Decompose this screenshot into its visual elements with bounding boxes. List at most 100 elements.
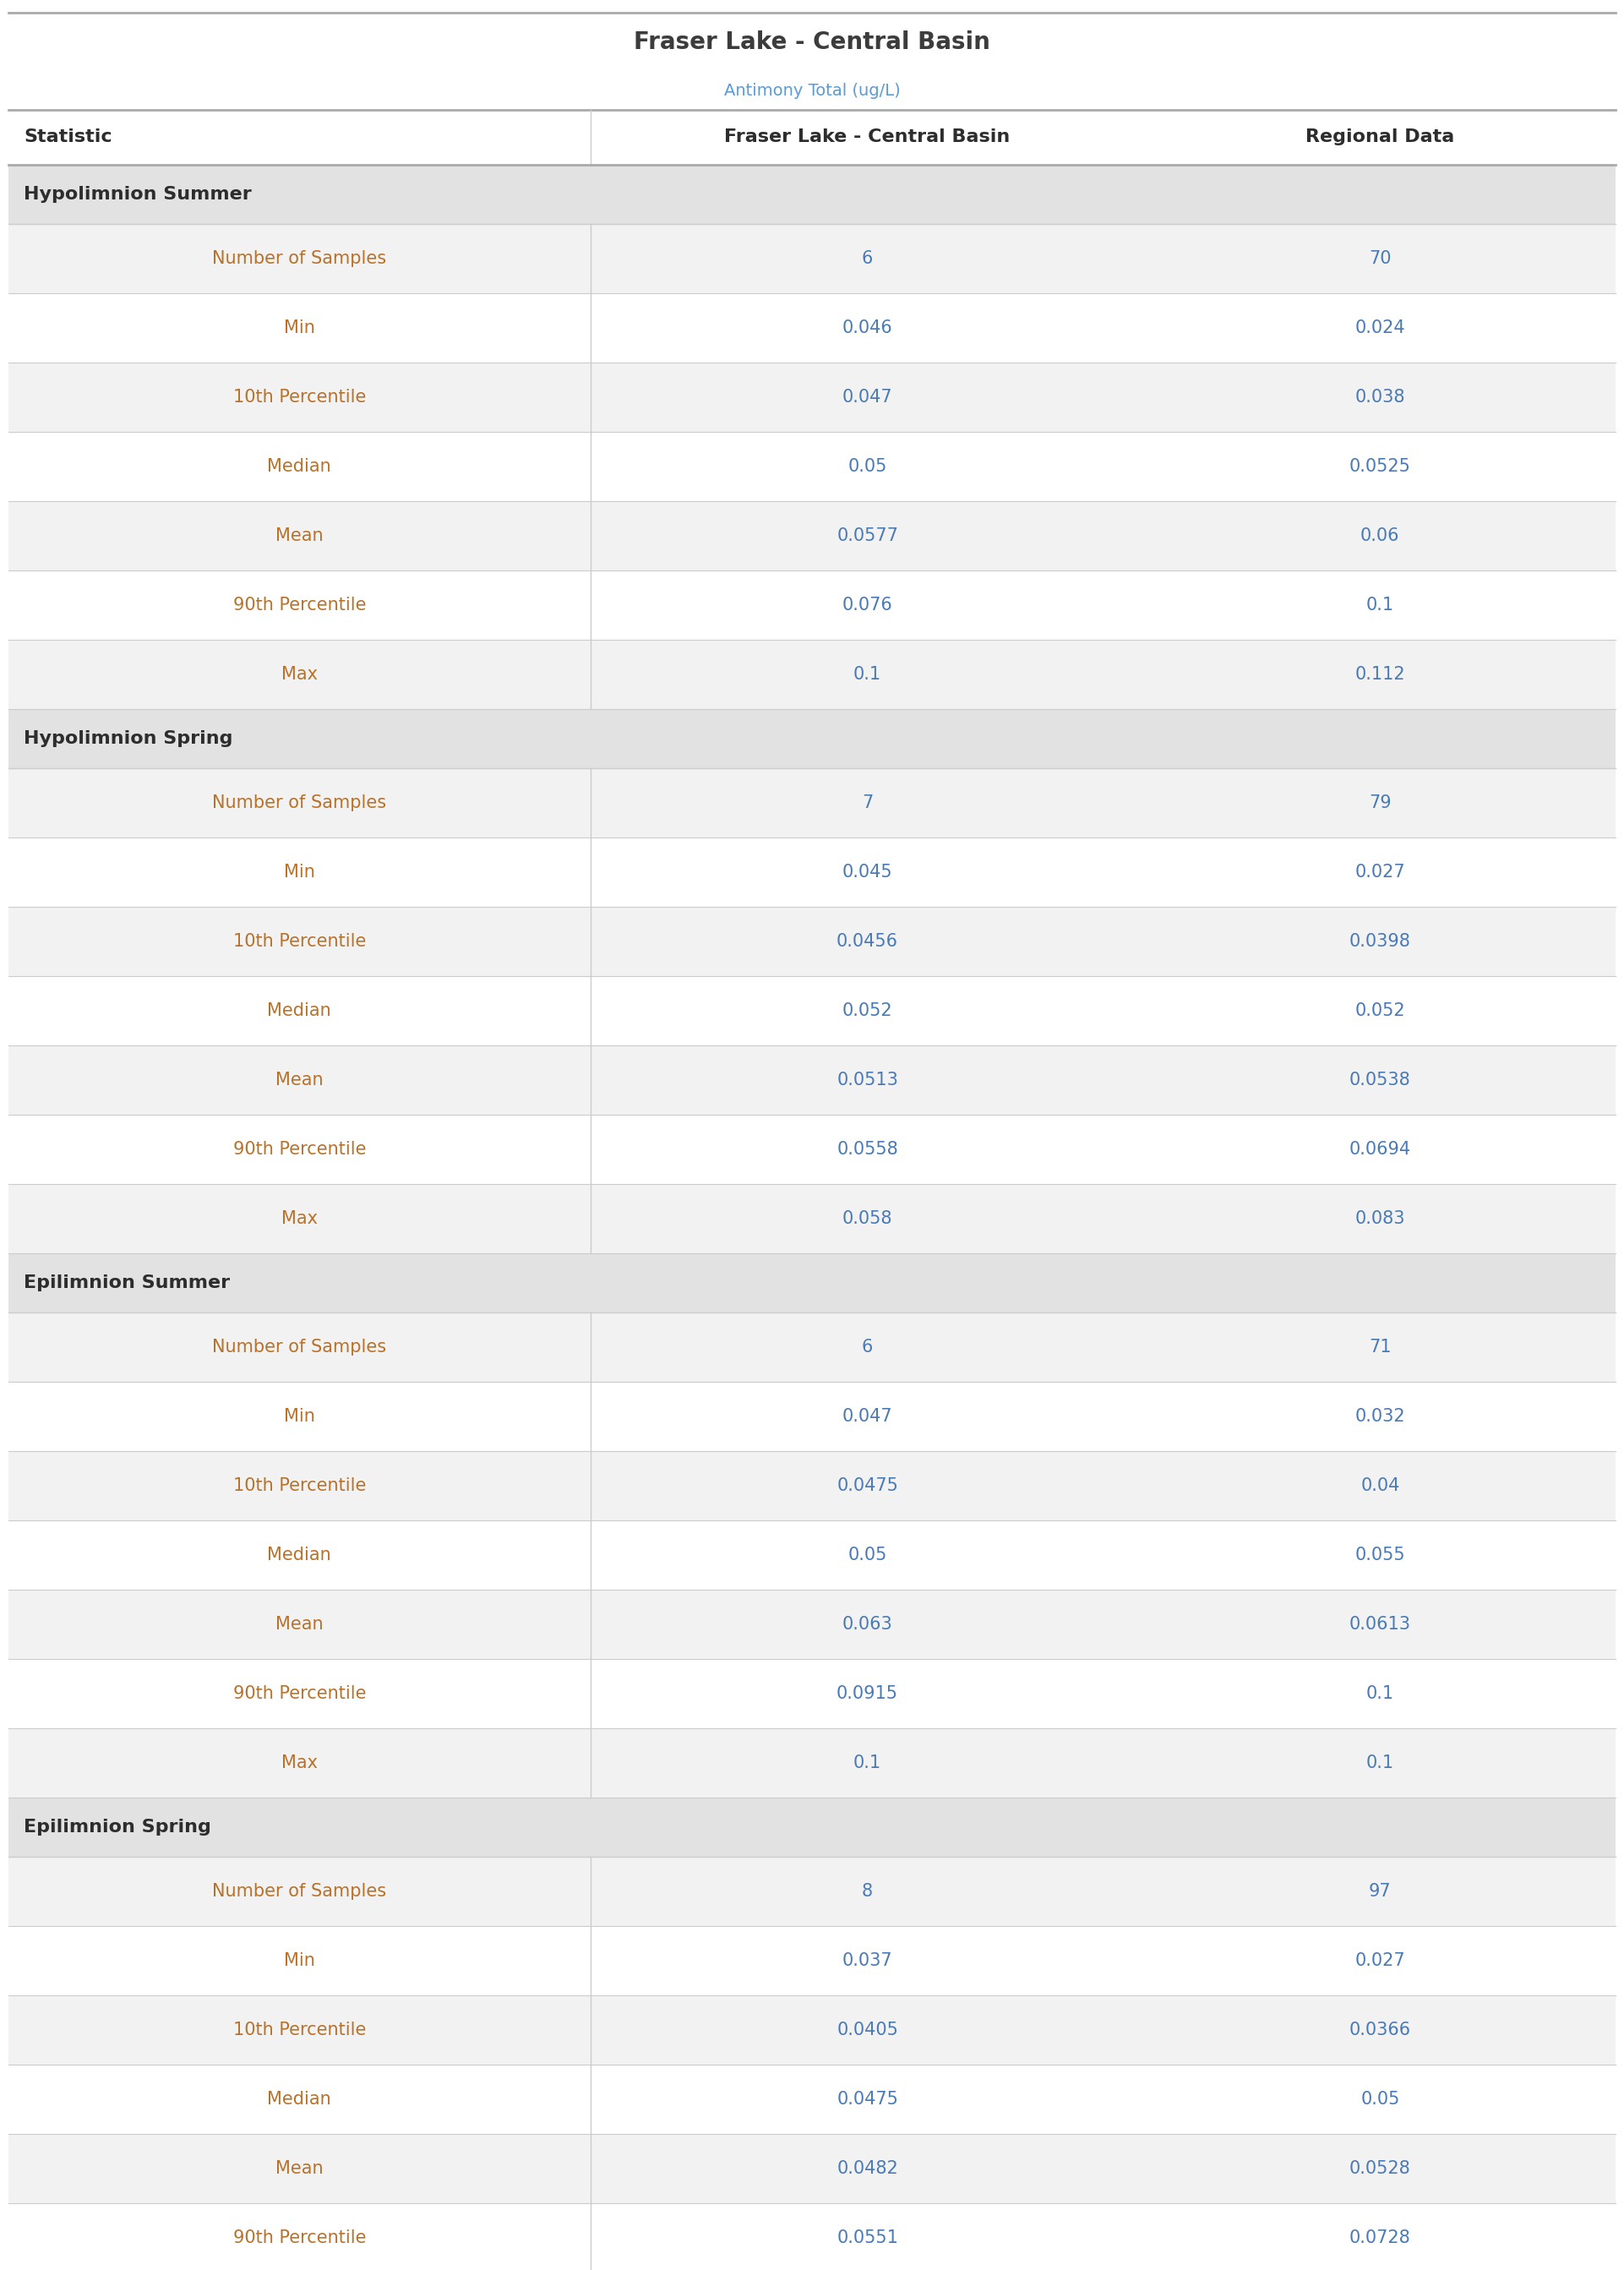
Bar: [8, 1925, 1616, 1995]
Text: Mean: Mean: [276, 1071, 323, 1090]
Text: 0.0551: 0.0551: [836, 2229, 898, 2247]
Text: 6: 6: [862, 250, 874, 268]
Text: Min: Min: [284, 320, 315, 336]
Text: 0.1: 0.1: [854, 1755, 882, 1771]
Bar: [8, 14, 1616, 73]
Bar: [8, 1046, 1616, 1115]
Text: 0.0538: 0.0538: [1350, 1071, 1411, 1090]
Bar: [8, 1727, 1616, 1798]
Bar: [8, 166, 1616, 225]
Bar: [8, 363, 1616, 431]
Text: 0.0482: 0.0482: [836, 2161, 898, 2177]
Bar: [8, 1521, 1616, 1589]
Text: Mean: Mean: [276, 2161, 323, 2177]
Text: 0.076: 0.076: [843, 597, 893, 613]
Bar: [8, 1589, 1616, 1659]
Text: 0.083: 0.083: [1354, 1210, 1405, 1228]
Text: Epilimnion Spring: Epilimnion Spring: [24, 1818, 211, 1836]
Text: Statistic: Statistic: [24, 129, 112, 145]
Bar: [8, 1659, 1616, 1727]
Text: 0.1: 0.1: [1366, 1684, 1393, 1702]
Text: Max: Max: [281, 665, 318, 683]
Text: Hypolimnion Spring: Hypolimnion Spring: [24, 731, 232, 747]
Bar: [8, 976, 1616, 1046]
Text: 0.0577: 0.0577: [836, 527, 898, 545]
Text: 0.055: 0.055: [1354, 1546, 1405, 1564]
Text: 7: 7: [862, 794, 874, 810]
Text: 0.027: 0.027: [1354, 863, 1405, 881]
Text: Number of Samples: Number of Samples: [213, 250, 387, 268]
Bar: [8, 73, 1616, 109]
Text: 0.047: 0.047: [843, 1407, 893, 1426]
Bar: [8, 640, 1616, 708]
Bar: [8, 1312, 1616, 1382]
Text: 0.0513: 0.0513: [836, 1071, 898, 1090]
Text: 0.112: 0.112: [1354, 665, 1405, 683]
Text: Median: Median: [268, 1546, 331, 1564]
Bar: [8, 570, 1616, 640]
Text: 70: 70: [1369, 250, 1392, 268]
Text: 0.052: 0.052: [843, 1003, 893, 1019]
Text: 0.052: 0.052: [1354, 1003, 1405, 1019]
Bar: [8, 2134, 1616, 2204]
Text: 0.0728: 0.0728: [1350, 2229, 1411, 2247]
Text: 0.1: 0.1: [1366, 1755, 1393, 1771]
Text: 0.024: 0.024: [1354, 320, 1405, 336]
Bar: [8, 1382, 1616, 1451]
Text: Number of Samples: Number of Samples: [213, 794, 387, 810]
Text: 0.0475: 0.0475: [836, 2091, 898, 2109]
Text: 0.1: 0.1: [1366, 597, 1393, 613]
Bar: [8, 906, 1616, 976]
Text: 0.05: 0.05: [848, 1546, 887, 1564]
Text: 0.063: 0.063: [843, 1616, 893, 1632]
Text: 0.047: 0.047: [843, 388, 893, 406]
Text: 0.06: 0.06: [1361, 527, 1400, 545]
Bar: [8, 1857, 1616, 1925]
Text: 10th Percentile: 10th Percentile: [232, 388, 365, 406]
Text: 0.05: 0.05: [848, 459, 887, 474]
Text: 0.027: 0.027: [1354, 1952, 1405, 1968]
Text: 0.0694: 0.0694: [1350, 1142, 1411, 1158]
Text: Min: Min: [284, 863, 315, 881]
Text: Antimony Total (ug/L): Antimony Total (ug/L): [724, 82, 900, 100]
Text: 90th Percentile: 90th Percentile: [232, 1142, 365, 1158]
Bar: [8, 431, 1616, 502]
Text: 90th Percentile: 90th Percentile: [232, 2229, 365, 2247]
Text: 0.037: 0.037: [843, 1952, 893, 1968]
Text: Mean: Mean: [276, 1616, 323, 1632]
Text: Regional Data: Regional Data: [1306, 129, 1455, 145]
Bar: [8, 838, 1616, 906]
Text: 90th Percentile: 90th Percentile: [232, 597, 365, 613]
Text: 0.0456: 0.0456: [836, 933, 898, 949]
Bar: [8, 767, 1616, 838]
Text: 0.046: 0.046: [843, 320, 893, 336]
Text: Median: Median: [268, 1003, 331, 1019]
Text: Number of Samples: Number of Samples: [213, 1339, 387, 1355]
Bar: [8, 1115, 1616, 1185]
Bar: [8, 293, 1616, 363]
Bar: [8, 1253, 1616, 1312]
Text: Min: Min: [284, 1952, 315, 1968]
Bar: [8, 708, 1616, 767]
Text: 0.045: 0.045: [843, 863, 893, 881]
Text: 0.0398: 0.0398: [1350, 933, 1411, 949]
Bar: [8, 109, 1616, 166]
Text: 6: 6: [862, 1339, 874, 1355]
Text: 0.05: 0.05: [1361, 2091, 1400, 2109]
Text: Mean: Mean: [276, 527, 323, 545]
Text: 0.0405: 0.0405: [836, 2023, 898, 2038]
Text: 0.038: 0.038: [1354, 388, 1405, 406]
Text: 0.0613: 0.0613: [1350, 1616, 1411, 1632]
Text: Epilimnion Summer: Epilimnion Summer: [24, 1273, 231, 1292]
Text: 0.1: 0.1: [854, 665, 882, 683]
Text: 0.0366: 0.0366: [1350, 2023, 1411, 2038]
Bar: [8, 1798, 1616, 1857]
Bar: [8, 502, 1616, 570]
Text: Max: Max: [281, 1755, 318, 1771]
Text: 71: 71: [1369, 1339, 1392, 1355]
Bar: [8, 1451, 1616, 1521]
Text: 90th Percentile: 90th Percentile: [232, 1684, 365, 1702]
Text: Min: Min: [284, 1407, 315, 1426]
Text: 0.04: 0.04: [1361, 1478, 1400, 1494]
Text: 0.032: 0.032: [1354, 1407, 1405, 1426]
